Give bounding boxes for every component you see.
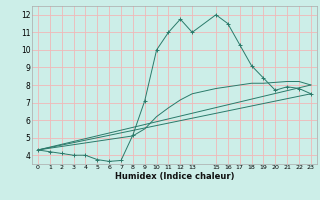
X-axis label: Humidex (Indice chaleur): Humidex (Indice chaleur) (115, 172, 234, 181)
